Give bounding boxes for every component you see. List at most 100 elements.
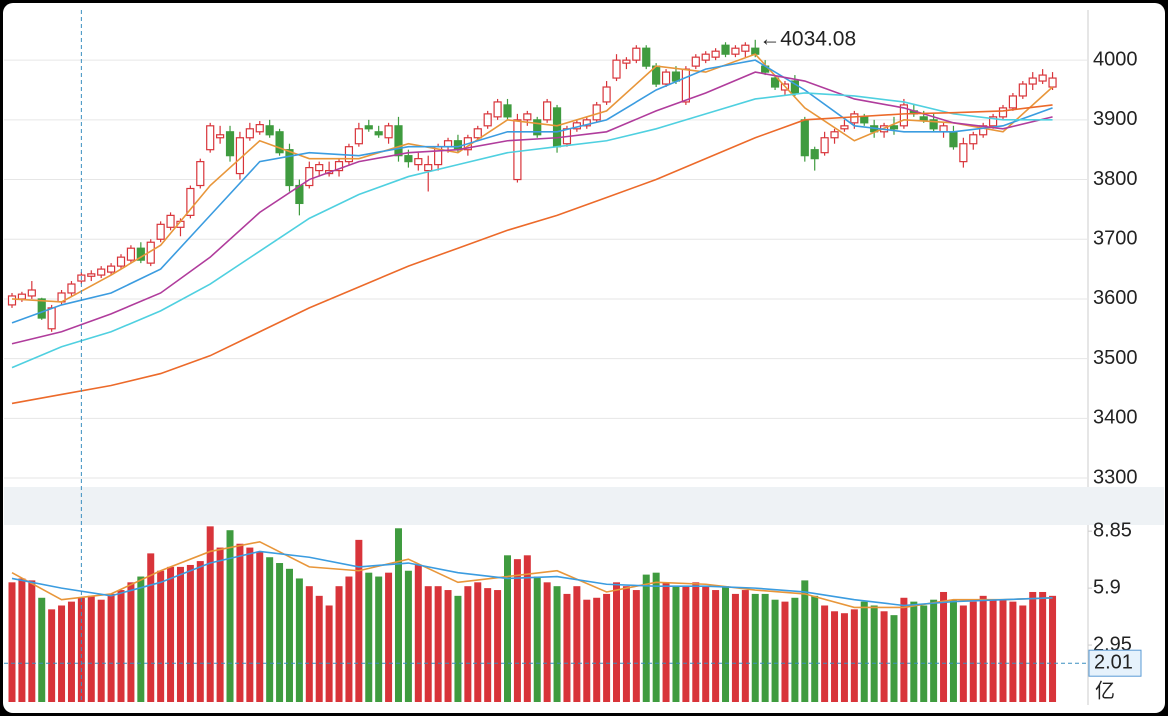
candle-body <box>305 167 314 187</box>
volume-bar <box>1009 601 1017 702</box>
candle-body <box>186 187 195 216</box>
volume-bar <box>850 609 858 702</box>
volume-bar <box>543 582 551 702</box>
y-tick-label: 3400 <box>1093 407 1138 429</box>
volume-bar <box>513 559 521 702</box>
volume-bar <box>18 578 26 702</box>
volume-bar <box>305 586 313 702</box>
volume-bar <box>771 599 779 702</box>
volume-bar <box>831 611 839 702</box>
volume-bar <box>821 605 829 702</box>
candle-body <box>681 68 690 103</box>
volume-bar <box>444 590 452 702</box>
candle-body <box>225 131 235 157</box>
candle-body <box>919 116 928 121</box>
volume-bar <box>186 564 194 702</box>
candle-body <box>711 50 720 58</box>
volume-bar <box>67 601 75 702</box>
candle-body <box>245 128 254 139</box>
crosshair-label-box <box>1088 649 1142 677</box>
volume-bar <box>603 593 611 702</box>
candle-body <box>483 113 492 127</box>
candle-body <box>473 128 482 139</box>
candle-body <box>810 149 819 160</box>
volume-bar <box>97 599 105 702</box>
candle-body <box>543 101 552 121</box>
volume-bar <box>940 591 948 702</box>
candle-body <box>751 47 760 55</box>
candle-body <box>830 131 839 139</box>
volume-bar <box>910 601 918 702</box>
volume-bar <box>920 605 928 702</box>
volume-bar <box>989 599 997 702</box>
candle-body <box>255 124 264 133</box>
moving-average-line <box>11 550 1053 607</box>
annotation: ←4034.08 <box>759 27 856 50</box>
candle-body <box>1048 77 1057 88</box>
volume-bar <box>38 597 46 702</box>
candle-body <box>840 125 849 130</box>
candle-body <box>632 47 641 61</box>
volume-bar <box>880 611 888 702</box>
volume-bar <box>712 590 720 702</box>
candle-body <box>850 113 859 124</box>
volume-bar <box>464 586 472 702</box>
volume-bar <box>276 563 284 702</box>
volume-bar <box>890 615 898 702</box>
volume-bar <box>494 590 502 702</box>
candle-body <box>899 104 909 127</box>
volume-bar <box>246 547 254 702</box>
volume-bar <box>533 576 541 702</box>
volume-bar <box>404 570 412 702</box>
candle-body <box>513 119 522 181</box>
candle-body <box>443 140 453 148</box>
volume-bar <box>870 605 878 702</box>
panel-separator <box>4 487 1164 525</box>
volume-bar <box>87 595 95 702</box>
volume-bar <box>325 605 333 702</box>
candle-body <box>87 273 96 277</box>
candle-body <box>285 149 294 187</box>
candle-body <box>949 131 958 148</box>
volume-bar <box>127 582 135 702</box>
volume-bar <box>216 547 224 702</box>
candle-body <box>166 214 175 228</box>
volume-bar <box>315 595 323 702</box>
candle-body <box>275 131 284 154</box>
volume-bar <box>751 593 759 702</box>
volume-bar <box>365 572 373 702</box>
volume-bar <box>196 561 204 702</box>
volume-bar <box>504 555 511 702</box>
volume-bar <box>969 601 977 702</box>
candle-body <box>820 137 829 154</box>
volume-bar <box>1019 605 1027 702</box>
candle-body <box>691 56 700 67</box>
candle-body <box>612 59 621 79</box>
y-tick-label: 3600 <box>1093 287 1138 309</box>
volume-bar <box>454 595 462 702</box>
candle-body <box>37 298 46 319</box>
candle-body <box>126 247 136 261</box>
volume-bar <box>523 555 531 702</box>
candle-body <box>959 143 968 163</box>
volume-bar <box>236 543 244 702</box>
volume-bar <box>662 582 670 702</box>
candle-body <box>582 119 591 127</box>
volume-bar <box>206 526 214 702</box>
y-tick-label: 3700 <box>1093 228 1138 250</box>
candle-body <box>156 223 165 240</box>
volume-bar <box>434 586 442 702</box>
volume-bar <box>285 568 293 702</box>
volume-bar <box>791 597 799 702</box>
volume-bar <box>1039 591 1047 702</box>
candle-body <box>721 44 730 55</box>
y-tick-label: 3900 <box>1093 108 1138 130</box>
candle-body <box>523 113 532 121</box>
volume-bar <box>741 590 749 702</box>
volume-bar <box>394 528 402 702</box>
volume-bar <box>573 586 581 702</box>
volume-bar <box>256 551 264 702</box>
volume-bar <box>553 586 561 702</box>
volume-bar <box>58 605 66 702</box>
volume-bar <box>176 566 184 702</box>
